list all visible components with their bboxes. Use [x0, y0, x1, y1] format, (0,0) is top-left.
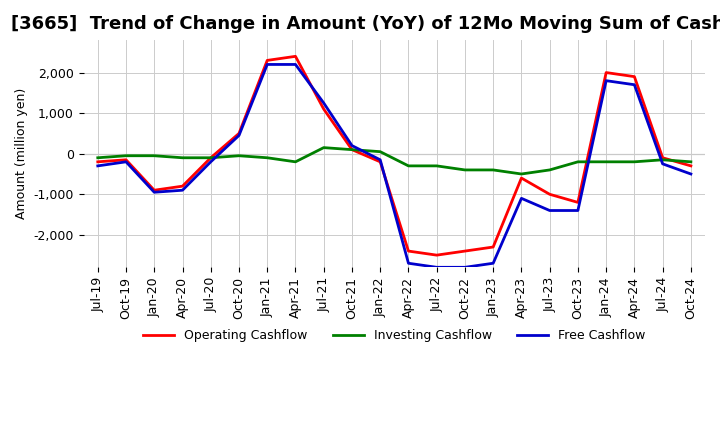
- Operating Cashflow: [94, 159, 102, 165]
- Operating Cashflow: [178, 183, 186, 189]
- Free Cashflow: [404, 260, 413, 266]
- Investing Cashflow: [150, 153, 158, 158]
- Free Cashflow: [235, 133, 243, 138]
- Legend: Operating Cashflow, Investing Cashflow, Free Cashflow: Operating Cashflow, Investing Cashflow, …: [138, 324, 651, 348]
- Operating Cashflow: [574, 200, 582, 205]
- Investing Cashflow: [433, 163, 441, 169]
- Operating Cashflow: [489, 244, 498, 249]
- Investing Cashflow: [489, 167, 498, 172]
- Free Cashflow: [263, 62, 271, 67]
- Operating Cashflow: [291, 54, 300, 59]
- Operating Cashflow: [348, 147, 356, 152]
- Free Cashflow: [291, 62, 300, 67]
- Operating Cashflow: [658, 155, 667, 161]
- Line: Investing Cashflow: Investing Cashflow: [98, 148, 691, 174]
- Investing Cashflow: [291, 159, 300, 165]
- Investing Cashflow: [602, 159, 611, 165]
- Investing Cashflow: [122, 153, 130, 158]
- Free Cashflow: [574, 208, 582, 213]
- Free Cashflow: [687, 171, 696, 176]
- Operating Cashflow: [235, 131, 243, 136]
- Investing Cashflow: [207, 155, 215, 161]
- Free Cashflow: [207, 159, 215, 165]
- Investing Cashflow: [545, 167, 554, 172]
- Free Cashflow: [461, 265, 469, 270]
- Free Cashflow: [517, 196, 526, 201]
- Free Cashflow: [150, 190, 158, 195]
- Free Cashflow: [658, 161, 667, 166]
- Investing Cashflow: [517, 171, 526, 176]
- Investing Cashflow: [94, 155, 102, 161]
- Operating Cashflow: [150, 187, 158, 193]
- Operating Cashflow: [630, 74, 639, 79]
- Free Cashflow: [630, 82, 639, 88]
- Investing Cashflow: [235, 153, 243, 158]
- Free Cashflow: [376, 157, 384, 162]
- Investing Cashflow: [178, 155, 186, 161]
- Title: [3665]  Trend of Change in Amount (YoY) of 12Mo Moving Sum of Cashflows: [3665] Trend of Change in Amount (YoY) o…: [11, 15, 720, 33]
- Operating Cashflow: [263, 58, 271, 63]
- Operating Cashflow: [517, 176, 526, 181]
- Investing Cashflow: [376, 149, 384, 154]
- Operating Cashflow: [376, 159, 384, 165]
- Operating Cashflow: [207, 155, 215, 161]
- Operating Cashflow: [461, 249, 469, 254]
- Free Cashflow: [433, 265, 441, 270]
- Investing Cashflow: [658, 157, 667, 162]
- Y-axis label: Amount (million yen): Amount (million yen): [15, 88, 28, 219]
- Operating Cashflow: [433, 253, 441, 258]
- Free Cashflow: [545, 208, 554, 213]
- Free Cashflow: [320, 100, 328, 106]
- Operating Cashflow: [545, 192, 554, 197]
- Operating Cashflow: [687, 163, 696, 169]
- Operating Cashflow: [122, 157, 130, 162]
- Investing Cashflow: [461, 167, 469, 172]
- Free Cashflow: [489, 260, 498, 266]
- Investing Cashflow: [263, 155, 271, 161]
- Free Cashflow: [94, 163, 102, 169]
- Operating Cashflow: [404, 249, 413, 254]
- Free Cashflow: [178, 187, 186, 193]
- Investing Cashflow: [574, 159, 582, 165]
- Line: Free Cashflow: Free Cashflow: [98, 64, 691, 268]
- Investing Cashflow: [404, 163, 413, 169]
- Investing Cashflow: [348, 147, 356, 152]
- Free Cashflow: [122, 159, 130, 165]
- Line: Operating Cashflow: Operating Cashflow: [98, 56, 691, 255]
- Investing Cashflow: [687, 159, 696, 165]
- Investing Cashflow: [320, 145, 328, 150]
- Free Cashflow: [602, 78, 611, 83]
- Operating Cashflow: [602, 70, 611, 75]
- Free Cashflow: [348, 143, 356, 148]
- Investing Cashflow: [630, 159, 639, 165]
- Operating Cashflow: [320, 106, 328, 112]
